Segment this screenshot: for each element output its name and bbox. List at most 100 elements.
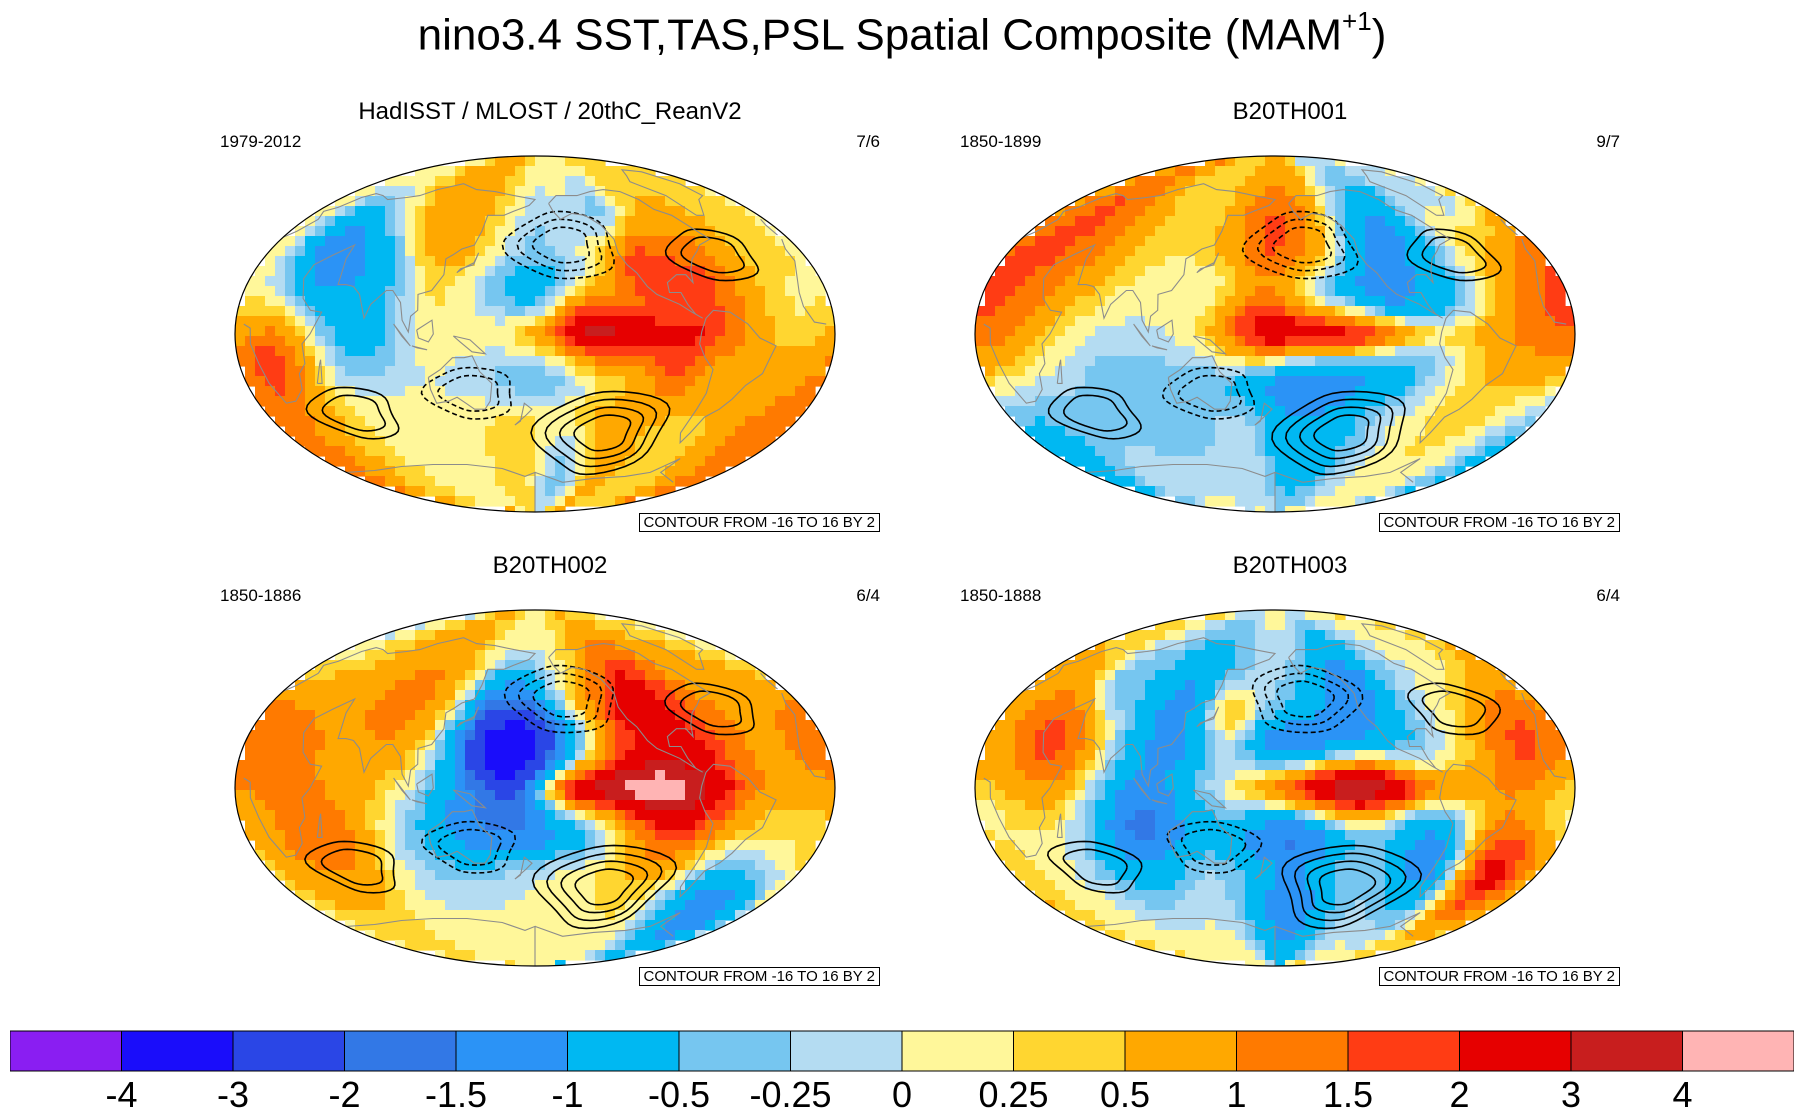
anomaly-cell bbox=[1425, 256, 1436, 267]
anomaly-cell bbox=[1225, 166, 1236, 177]
anomaly-cell bbox=[1265, 316, 1276, 327]
anomaly-cell bbox=[775, 690, 786, 701]
anomaly-cell bbox=[1435, 366, 1446, 377]
anomaly-cell bbox=[635, 750, 646, 761]
anomaly-cell bbox=[585, 246, 596, 257]
anomaly-cell bbox=[1295, 366, 1306, 377]
anomaly-cell bbox=[565, 336, 576, 347]
anomaly-cell bbox=[1255, 156, 1266, 167]
anomaly-cell bbox=[695, 226, 706, 237]
anomaly-cell bbox=[375, 840, 386, 851]
anomaly-cell bbox=[1025, 256, 1036, 267]
anomaly-cell bbox=[455, 640, 466, 651]
anomaly-cell bbox=[1205, 316, 1216, 327]
anomaly-cell bbox=[575, 840, 586, 851]
anomaly-cell bbox=[415, 426, 426, 437]
anomaly-cell bbox=[445, 386, 456, 397]
anomaly-cell bbox=[775, 406, 786, 417]
anomaly-cell bbox=[595, 236, 606, 247]
anomaly-cell bbox=[1355, 416, 1366, 427]
anomaly-cell bbox=[765, 750, 776, 761]
anomaly-cell bbox=[415, 670, 426, 681]
anomaly-cell bbox=[765, 890, 776, 901]
anomaly-cell bbox=[575, 236, 586, 247]
anomaly-cell bbox=[1025, 316, 1036, 327]
anomaly-cell bbox=[635, 800, 646, 811]
anomaly-cell bbox=[635, 416, 646, 427]
anomaly-cell bbox=[705, 710, 716, 721]
anomaly-cell bbox=[1125, 276, 1136, 287]
anomaly-cell bbox=[1095, 376, 1106, 387]
coastlines bbox=[983, 169, 1567, 512]
anomaly-cell bbox=[1215, 166, 1226, 177]
anomaly-cell bbox=[1385, 276, 1396, 287]
anomaly-cell bbox=[475, 700, 486, 711]
anomaly-cell bbox=[1055, 416, 1066, 427]
anomaly-cell bbox=[585, 830, 596, 841]
anomaly-cell bbox=[755, 326, 766, 337]
anomaly-cell bbox=[495, 670, 506, 681]
anomaly-cell bbox=[445, 750, 456, 761]
anomaly-cell bbox=[995, 326, 1006, 337]
anomaly-cell bbox=[765, 680, 776, 691]
anomaly-cell bbox=[285, 366, 296, 377]
anomaly-cell bbox=[625, 730, 636, 741]
anomaly-cell bbox=[1085, 286, 1096, 297]
anomaly-cell bbox=[325, 296, 336, 307]
anomaly-cell bbox=[295, 246, 306, 257]
anomaly-cell bbox=[1295, 316, 1306, 327]
anomaly-cell bbox=[545, 246, 556, 257]
anomaly-cell bbox=[1075, 376, 1086, 387]
anomaly-cell bbox=[1285, 176, 1296, 187]
anomaly-cell bbox=[705, 406, 716, 417]
anomaly-cell bbox=[1215, 396, 1226, 407]
anomaly-cell bbox=[415, 800, 426, 811]
anomaly-cell bbox=[515, 810, 526, 821]
anomaly-cell bbox=[765, 366, 776, 377]
anomaly-cell bbox=[715, 266, 726, 277]
anomaly-cell bbox=[335, 236, 346, 247]
anomaly-cell bbox=[715, 780, 726, 791]
anomaly-cell bbox=[715, 810, 726, 821]
anomaly-cell bbox=[1505, 306, 1516, 317]
anomaly-cell bbox=[1445, 196, 1456, 207]
anomaly-cell bbox=[1055, 246, 1066, 257]
anomaly-cell bbox=[485, 670, 496, 681]
anomaly-cell bbox=[395, 236, 406, 247]
anomaly-cell bbox=[1235, 446, 1246, 457]
anomaly-cell bbox=[355, 356, 366, 367]
anomaly-cell bbox=[1265, 226, 1276, 237]
anomaly-cell bbox=[1355, 226, 1366, 237]
anomaly-cell bbox=[695, 216, 706, 227]
anomaly-cell bbox=[1175, 276, 1186, 287]
anomaly-cell bbox=[1115, 356, 1126, 367]
anomaly-cell bbox=[265, 346, 276, 357]
anomaly-cell bbox=[735, 416, 746, 427]
anomaly-cell bbox=[1455, 376, 1466, 387]
anomaly-cell bbox=[425, 256, 436, 267]
anomaly-cell bbox=[525, 326, 536, 337]
anomaly-cell bbox=[435, 820, 446, 831]
anomaly-cell bbox=[695, 820, 706, 831]
anomaly-cell bbox=[1365, 256, 1376, 267]
anomaly-cell bbox=[1125, 436, 1136, 447]
anomaly-cell bbox=[565, 326, 576, 337]
anomaly-cell bbox=[1525, 346, 1536, 357]
anomaly-cell bbox=[515, 336, 526, 347]
anomaly-cell bbox=[505, 880, 516, 891]
anomaly-cell bbox=[405, 640, 416, 651]
anomaly-cell bbox=[345, 820, 356, 831]
anomaly-cell bbox=[1215, 236, 1226, 247]
anomaly-cell bbox=[615, 740, 626, 751]
anomaly-cell bbox=[575, 910, 586, 921]
anomaly-cell bbox=[595, 800, 606, 811]
anomaly-cell bbox=[1065, 206, 1076, 217]
anomaly-cell bbox=[705, 306, 716, 317]
anomaly-cell bbox=[725, 296, 736, 307]
anomaly-cell bbox=[475, 650, 486, 661]
anomaly-cell bbox=[735, 730, 746, 741]
anomaly-cell bbox=[565, 890, 576, 901]
anomaly-cell bbox=[285, 356, 296, 367]
anomaly-cell bbox=[695, 376, 706, 387]
anomaly-cell bbox=[585, 356, 596, 367]
